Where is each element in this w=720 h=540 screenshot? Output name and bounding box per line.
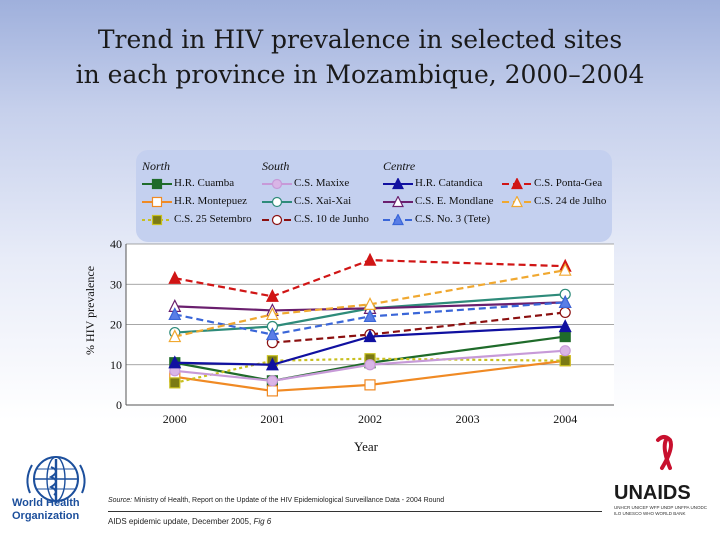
- source-note: Source: Ministry of Health, Report on th…: [108, 497, 444, 504]
- series-line: [174, 357, 566, 384]
- data-point: [265, 327, 279, 341]
- data-point: [559, 306, 571, 319]
- chart-title-line-2: in each province in Mozambique, 2000–200…: [75, 60, 645, 89]
- who-emblem-icon: [26, 456, 86, 503]
- legend-item-label: C.S. E. Mondlane: [415, 195, 494, 207]
- data-point: [559, 345, 571, 357]
- who-logo-line-2: Organization: [12, 510, 80, 522]
- red-ribbon-icon: [656, 435, 673, 470]
- data-point: [168, 307, 182, 321]
- data-point: [363, 309, 377, 323]
- figure-label: Fig 6: [253, 517, 272, 526]
- source-text: Ministry of Health, Report on the Update…: [134, 497, 445, 504]
- data-point: [392, 178, 404, 190]
- data-point: [168, 355, 182, 369]
- legend-heading-centre: Centre: [383, 159, 416, 173]
- footer-divider: [108, 511, 602, 512]
- legend-item-label: C.S. 24 de Julho: [534, 195, 607, 207]
- data-point: [558, 295, 572, 308]
- data-point: [363, 252, 377, 266]
- y-tick-label: 0: [116, 398, 122, 412]
- data-point: [265, 288, 279, 302]
- data-point: [392, 214, 404, 226]
- unaids-logo-name: UNAIDS: [614, 482, 691, 504]
- legend-item-label: C.S. No. 3 (Tete): [415, 213, 490, 225]
- x-tick-label: 2002: [358, 412, 382, 426]
- series-line: [174, 258, 566, 298]
- data-point: [265, 357, 279, 371]
- legend-item-label: H.R. Cuamba: [174, 177, 235, 189]
- series-line: [174, 349, 566, 382]
- chart-title-line-1: Trend in HIV prevalence in selected site…: [97, 25, 623, 54]
- data-point: [392, 196, 404, 208]
- series-line: [174, 293, 566, 334]
- data-point: [364, 379, 376, 391]
- update-note: AIDS epidemic update, December 2005, Fig…: [108, 517, 271, 526]
- y-tick-label: 40: [110, 237, 122, 251]
- x-axis-label: Year: [354, 439, 379, 454]
- series-line: [174, 359, 566, 393]
- y-axis-label: % HIV prevalence: [83, 266, 97, 355]
- data-point: [151, 214, 163, 226]
- data-point: [266, 375, 278, 387]
- chart-title: Trend in HIV prevalence in selected site…: [0, 22, 720, 92]
- data-point: [151, 196, 163, 208]
- data-point: [363, 329, 377, 343]
- data-point: [168, 270, 182, 284]
- data-point: [511, 196, 523, 208]
- y-tick-label: 10: [110, 358, 122, 372]
- data-point: [266, 385, 278, 397]
- data-point: [559, 330, 571, 343]
- data-point: [363, 297, 377, 310]
- data-point: [271, 178, 283, 190]
- y-tick-label: 30: [110, 277, 122, 291]
- data-point: [559, 355, 571, 367]
- legend-heading-south: South: [262, 159, 290, 173]
- x-tick-label: 2003: [456, 412, 480, 426]
- legend-item-label: C.S. Maxixe: [294, 177, 350, 189]
- x-tick-label: 2001: [260, 412, 284, 426]
- legend-item-label: H.R. Montepuez: [174, 195, 248, 207]
- x-tick-label: 2004: [553, 412, 577, 426]
- data-point: [271, 196, 283, 208]
- data-point: [271, 214, 283, 226]
- data-point: [558, 319, 572, 333]
- update-text: AIDS epidemic update, December 2005,: [108, 517, 252, 526]
- series-line: [174, 325, 566, 366]
- series-line: [174, 269, 566, 338]
- data-point: [168, 329, 182, 343]
- data-point: [511, 178, 523, 190]
- source-label: Source:: [108, 497, 133, 504]
- y-tick-label: 20: [110, 318, 122, 332]
- data-point: [151, 178, 163, 190]
- legend-item-label: C.S. 25 Setembro: [174, 213, 252, 225]
- data-point: [558, 262, 572, 276]
- legend-item-label: C.S. Ponta-Gea: [534, 177, 603, 189]
- unaids-logo-subtitle: UNHCR UNICEF WFP UNDP UNFPA UNODC ILO UN…: [614, 505, 708, 516]
- data-point: [364, 359, 376, 371]
- legend-heading-north: North: [142, 159, 171, 173]
- who-logo-text: World Health Organization: [12, 497, 80, 523]
- legend-item-label: H.R. Catandica: [415, 177, 483, 189]
- data-point: [169, 377, 181, 389]
- series-hr_catandica: [168, 319, 572, 371]
- legend-item-label: C.S. 10 de Junho: [294, 213, 369, 225]
- x-tick-label: 2000: [163, 412, 187, 426]
- chart-legend: North South Centre H.R. Cuamba H.R. Mont…: [136, 150, 612, 242]
- legend-item-label: C.S. Xai-Xai: [294, 195, 352, 207]
- series-cs_24_de_julho: [168, 262, 572, 343]
- data-point: [265, 307, 279, 321]
- who-logo-line-1: World Health: [12, 497, 80, 509]
